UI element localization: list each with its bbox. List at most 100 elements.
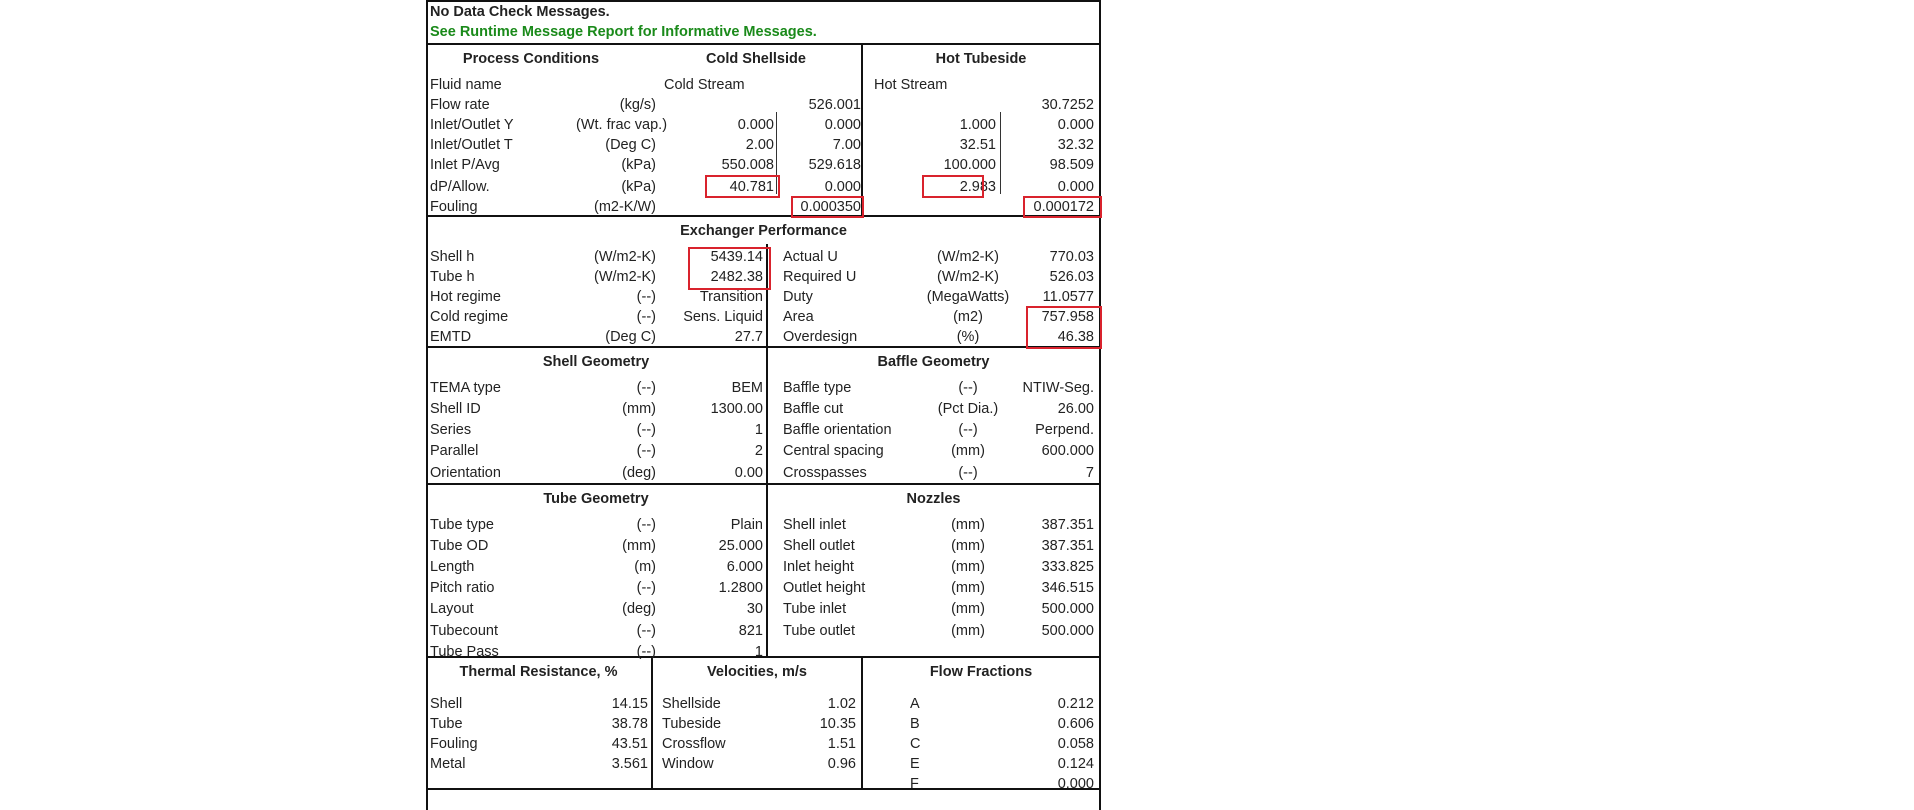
tube-geometry-value: 25.000 [718,538,763,554]
baffle-geometry-unit: (Pct Dia.) [937,401,999,417]
tube-geometry-label: Length [430,559,475,575]
performance-left-value: 5439.14 [710,249,763,265]
tube-geometry-label: Tubecount [430,623,498,639]
cold-inlet-value: 2.00 [745,137,774,153]
cold-outlet-value: 0.000 [824,179,861,195]
thermal-resistance-label: Metal [430,756,466,772]
tube-nozzle-divider [766,483,768,656]
hot-outlet-value: 0.000172 [1033,199,1094,215]
velocity-label: Tubeside [662,716,722,732]
flow-fraction-value: 0.606 [1057,716,1094,732]
tube-geometry-label: Tube Pass [430,644,499,660]
performance-right-value: 526.03 [1049,269,1094,285]
performance-left-value: 27.7 [734,329,763,345]
tube-geometry-value: 821 [738,623,763,639]
hot-fluid-name: Hot Stream [874,77,948,93]
divider-process [426,43,1101,45]
baffle-geometry-value: 7 [1085,465,1094,481]
flow-fraction-value: 0.058 [1057,736,1094,752]
nozzle-value: 500.000 [1041,601,1094,617]
cold-inlet-value: 40.781 [729,179,774,195]
nozzle-unit: (mm) [951,559,985,575]
hot-outlet-value: 0.000 [1057,117,1094,133]
thermal-resistance-header: Thermal Resistance, % [459,664,618,680]
tube-geometry-value: Plain [730,517,763,533]
performance-left-unit: (Deg C) [605,329,656,345]
tube-geometry-value: 1.2800 [718,580,763,596]
nozzle-label: Tube outlet [783,623,856,639]
runtime-report-link[interactable]: See Runtime Message Report for Informati… [430,24,817,40]
performance-left-label: Cold regime [430,309,509,325]
shell-geometry-value: 0.00 [734,465,763,481]
cold-inlet-value: 0.000 [737,117,774,133]
flow-fraction-label: E [910,756,920,772]
thermal-resistance-value: 43.51 [611,736,648,752]
nozzles-header: Nozzles [906,491,961,507]
shell-geometry-label: TEMA type [430,380,501,396]
baffle-geometry-label: Crosspasses [783,465,867,481]
nozzle-unit: (mm) [951,623,985,639]
tube-geometry-unit: (--) [636,644,656,660]
thermal-resistance-label: Tube [430,716,463,732]
hot-inlet-value: 1.000 [959,117,996,133]
performance-left-unit: (--) [636,309,656,325]
nozzle-value: 387.351 [1041,538,1094,554]
process-row-label: Fouling [430,199,478,215]
velocities-header: Velocities, m/s [707,664,807,680]
shell-geometry-label: Parallel [430,443,479,459]
shell-geometry-unit: (deg) [622,465,656,481]
flow-fraction-value: 0.212 [1057,696,1094,712]
performance-right-label: Area [783,309,814,325]
performance-right-unit: (m2) [953,309,983,325]
performance-right-label: Duty [783,289,813,305]
data-check-message: No Data Check Messages. [430,4,610,20]
tube-geometry-value: 6.000 [726,559,763,575]
shell-geometry-value: 1 [754,422,763,438]
nozzle-value: 333.825 [1041,559,1094,575]
flow-fraction-label: B [910,716,920,732]
process-row-unit: (Deg C) [605,137,656,153]
flow-fraction-value: 0.124 [1057,756,1094,772]
nozzle-label: Inlet height [783,559,854,575]
nozzle-value: 346.515 [1041,580,1094,596]
shell-geometry-unit: (--) [636,422,656,438]
process-row-unit: (kPa) [621,157,656,173]
thermal-resistance-value: 14.15 [611,696,648,712]
shell-geometry-value: BEM [731,380,763,396]
baffle-geometry-value: NTIW-Seg. [1022,380,1094,396]
hot-outlet-value: 32.32 [1057,137,1094,153]
hot-outlet-value: 98.509 [1049,157,1094,173]
tube-geometry-value: 30 [746,601,763,617]
performance-left-label: Tube h [430,269,475,285]
velocity-value: 10.35 [819,716,856,732]
performance-left-unit: (W/m2-K) [593,269,656,285]
thermal-resistance-label: Shell [430,696,463,712]
shell-geometry-value: 2 [754,443,763,459]
process-hot-divider [861,43,863,215]
geometry-divider [766,346,768,483]
baffle-geometry-label: Baffle cut [783,401,844,417]
tube-geometry-unit: (--) [636,623,656,639]
cold-outlet-value: 7.00 [832,137,861,153]
tube-geometry-label: Layout [430,601,474,617]
velocity-label: Crossflow [662,736,726,752]
performance-left-value: Sens. Liquid [683,309,763,325]
baffle-geometry-unit: (--) [958,380,978,396]
cold-outlet-value: 526.001 [808,97,861,113]
performance-left-value: Transition [699,289,763,305]
shell-geometry-unit: (mm) [622,401,656,417]
hot-inlet-value: 2.983 [959,179,996,195]
cold-outlet-value: 0.000 [824,117,861,133]
performance-right-value: 757.958 [1041,309,1094,325]
velocity-value: 1.51 [827,736,856,752]
tube-geometry-unit: (mm) [622,538,656,554]
performance-right-unit: (MegaWatts) [926,289,1010,305]
tube-geometry-unit: (m) [634,559,656,575]
performance-right-unit: (%) [956,329,980,345]
cold-inout-divider [776,112,777,194]
velocity-value: 1.02 [827,696,856,712]
performance-left-unit: (W/m2-K) [593,249,656,265]
shell-geometry-unit: (--) [636,380,656,396]
nozzle-value: 387.351 [1041,517,1094,533]
performance-right-unit: (W/m2-K) [936,269,999,285]
